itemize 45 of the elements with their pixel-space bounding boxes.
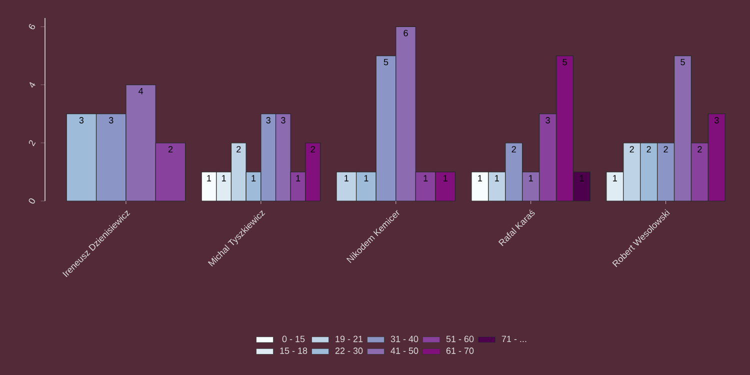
data-label: 2 <box>236 146 241 152</box>
data-label: 2 <box>630 146 634 152</box>
data-label: 1 <box>296 175 300 182</box>
data-label: 3 <box>108 117 114 124</box>
data-label: 5 <box>384 58 388 66</box>
data-label: 1 <box>364 175 368 182</box>
data-label: 1 <box>424 175 428 182</box>
legend-label: 41 - 50 <box>390 348 418 354</box>
y-tick-label: 0 <box>28 198 35 204</box>
data-label: 5 <box>562 58 567 66</box>
data-label: 3 <box>79 117 84 124</box>
data-label: 5 <box>680 58 685 66</box>
data-label: 2 <box>664 146 668 152</box>
y-tick-label: 2 <box>28 140 36 146</box>
data-label: 2 <box>168 146 173 152</box>
data-label: 1 <box>222 175 226 182</box>
data-label: 3 <box>546 117 550 124</box>
data-label: 1 <box>529 175 533 182</box>
data-label: 3 <box>281 117 286 124</box>
data-label: 1 <box>478 175 482 182</box>
data-label: 2 <box>310 146 315 152</box>
data-label: 1 <box>207 175 212 182</box>
data-label: 1 <box>495 175 499 182</box>
legend-label: 0 - 15 <box>282 336 305 342</box>
legend-label: 22 - 30 <box>335 348 363 354</box>
y-tick-label: 6 <box>28 24 36 30</box>
data-label: 2 <box>698 146 702 152</box>
legend-label: 61 - 70 <box>446 348 474 354</box>
data-label: 2 <box>646 146 651 152</box>
data-label: 2 <box>512 146 516 152</box>
data-label: 1 <box>252 175 256 182</box>
y-tick-label: 4 <box>30 82 36 88</box>
data-label: 1 <box>444 175 448 182</box>
legend-label: 71 - ... <box>502 336 526 342</box>
data-label: 3 <box>266 117 270 124</box>
data-label: 3 <box>714 117 719 124</box>
legend-label: 15 - 18 <box>280 348 308 354</box>
legend-label: 19 - 21 <box>336 336 363 342</box>
data-label: 1 <box>613 175 617 182</box>
data-label: 4 <box>138 88 144 94</box>
data-label: 1 <box>580 175 584 182</box>
data-label: 1 <box>344 175 348 182</box>
legend-label: 31 - 40 <box>390 336 418 342</box>
data-label: 6 <box>404 30 408 36</box>
legend-label: 51 - 60 <box>446 336 474 342</box>
